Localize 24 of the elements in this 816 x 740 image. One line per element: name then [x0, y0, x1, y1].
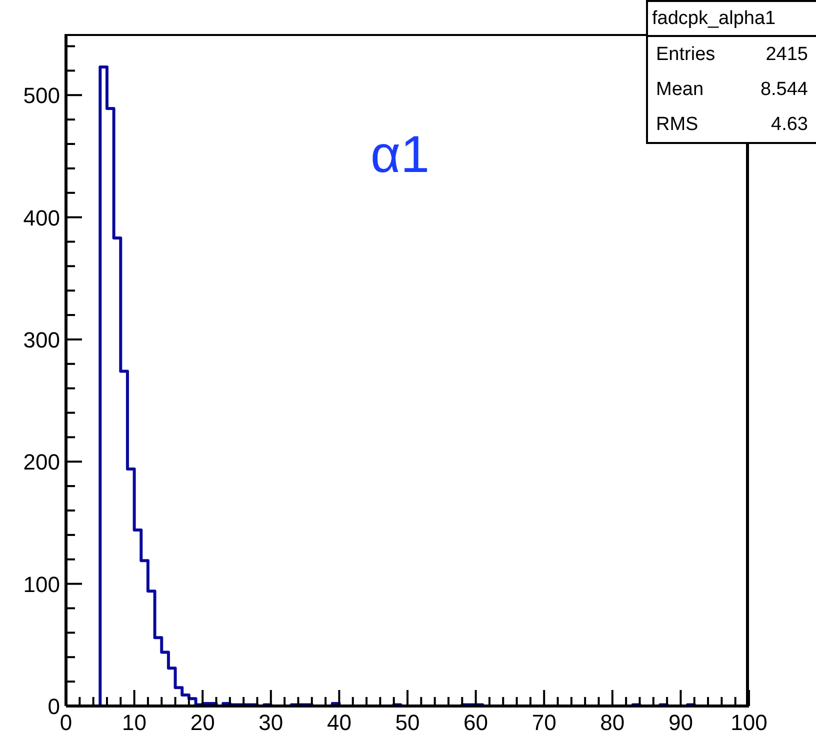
text: 2415 [766, 43, 808, 67]
annotation: Entries [656, 43, 716, 67]
x-tick-label: 80 [600, 710, 625, 735]
annotation: Mean [656, 78, 704, 102]
text: 4.63 [771, 113, 808, 137]
y-tick-label: 300 [23, 327, 60, 352]
x-tick-label: 100 [730, 710, 768, 735]
y-tick-label: 200 [23, 450, 60, 475]
annotation: RMS [656, 113, 698, 137]
x-tick-label: 60 [464, 710, 488, 735]
x-tick-label: 30 [258, 710, 284, 735]
x-tick-label: 20 [190, 710, 215, 735]
x-tick-label: 70 [532, 710, 556, 735]
y-tick-label: 100 [23, 572, 60, 597]
text: fadcpk_alpha1 [648, 2, 816, 37]
y-tick-label: 0 [48, 694, 60, 719]
x-tick-label: 50 [395, 710, 420, 735]
text: α1 [370, 125, 430, 185]
y-tick-label: 400 [23, 205, 60, 230]
x-tick-label: 10 [122, 710, 147, 735]
text: 8.544 [760, 78, 808, 102]
y-tick-label: 500 [23, 83, 60, 108]
x-tick-label: 90 [668, 710, 693, 735]
x-tick-label: 40 [326, 710, 352, 735]
